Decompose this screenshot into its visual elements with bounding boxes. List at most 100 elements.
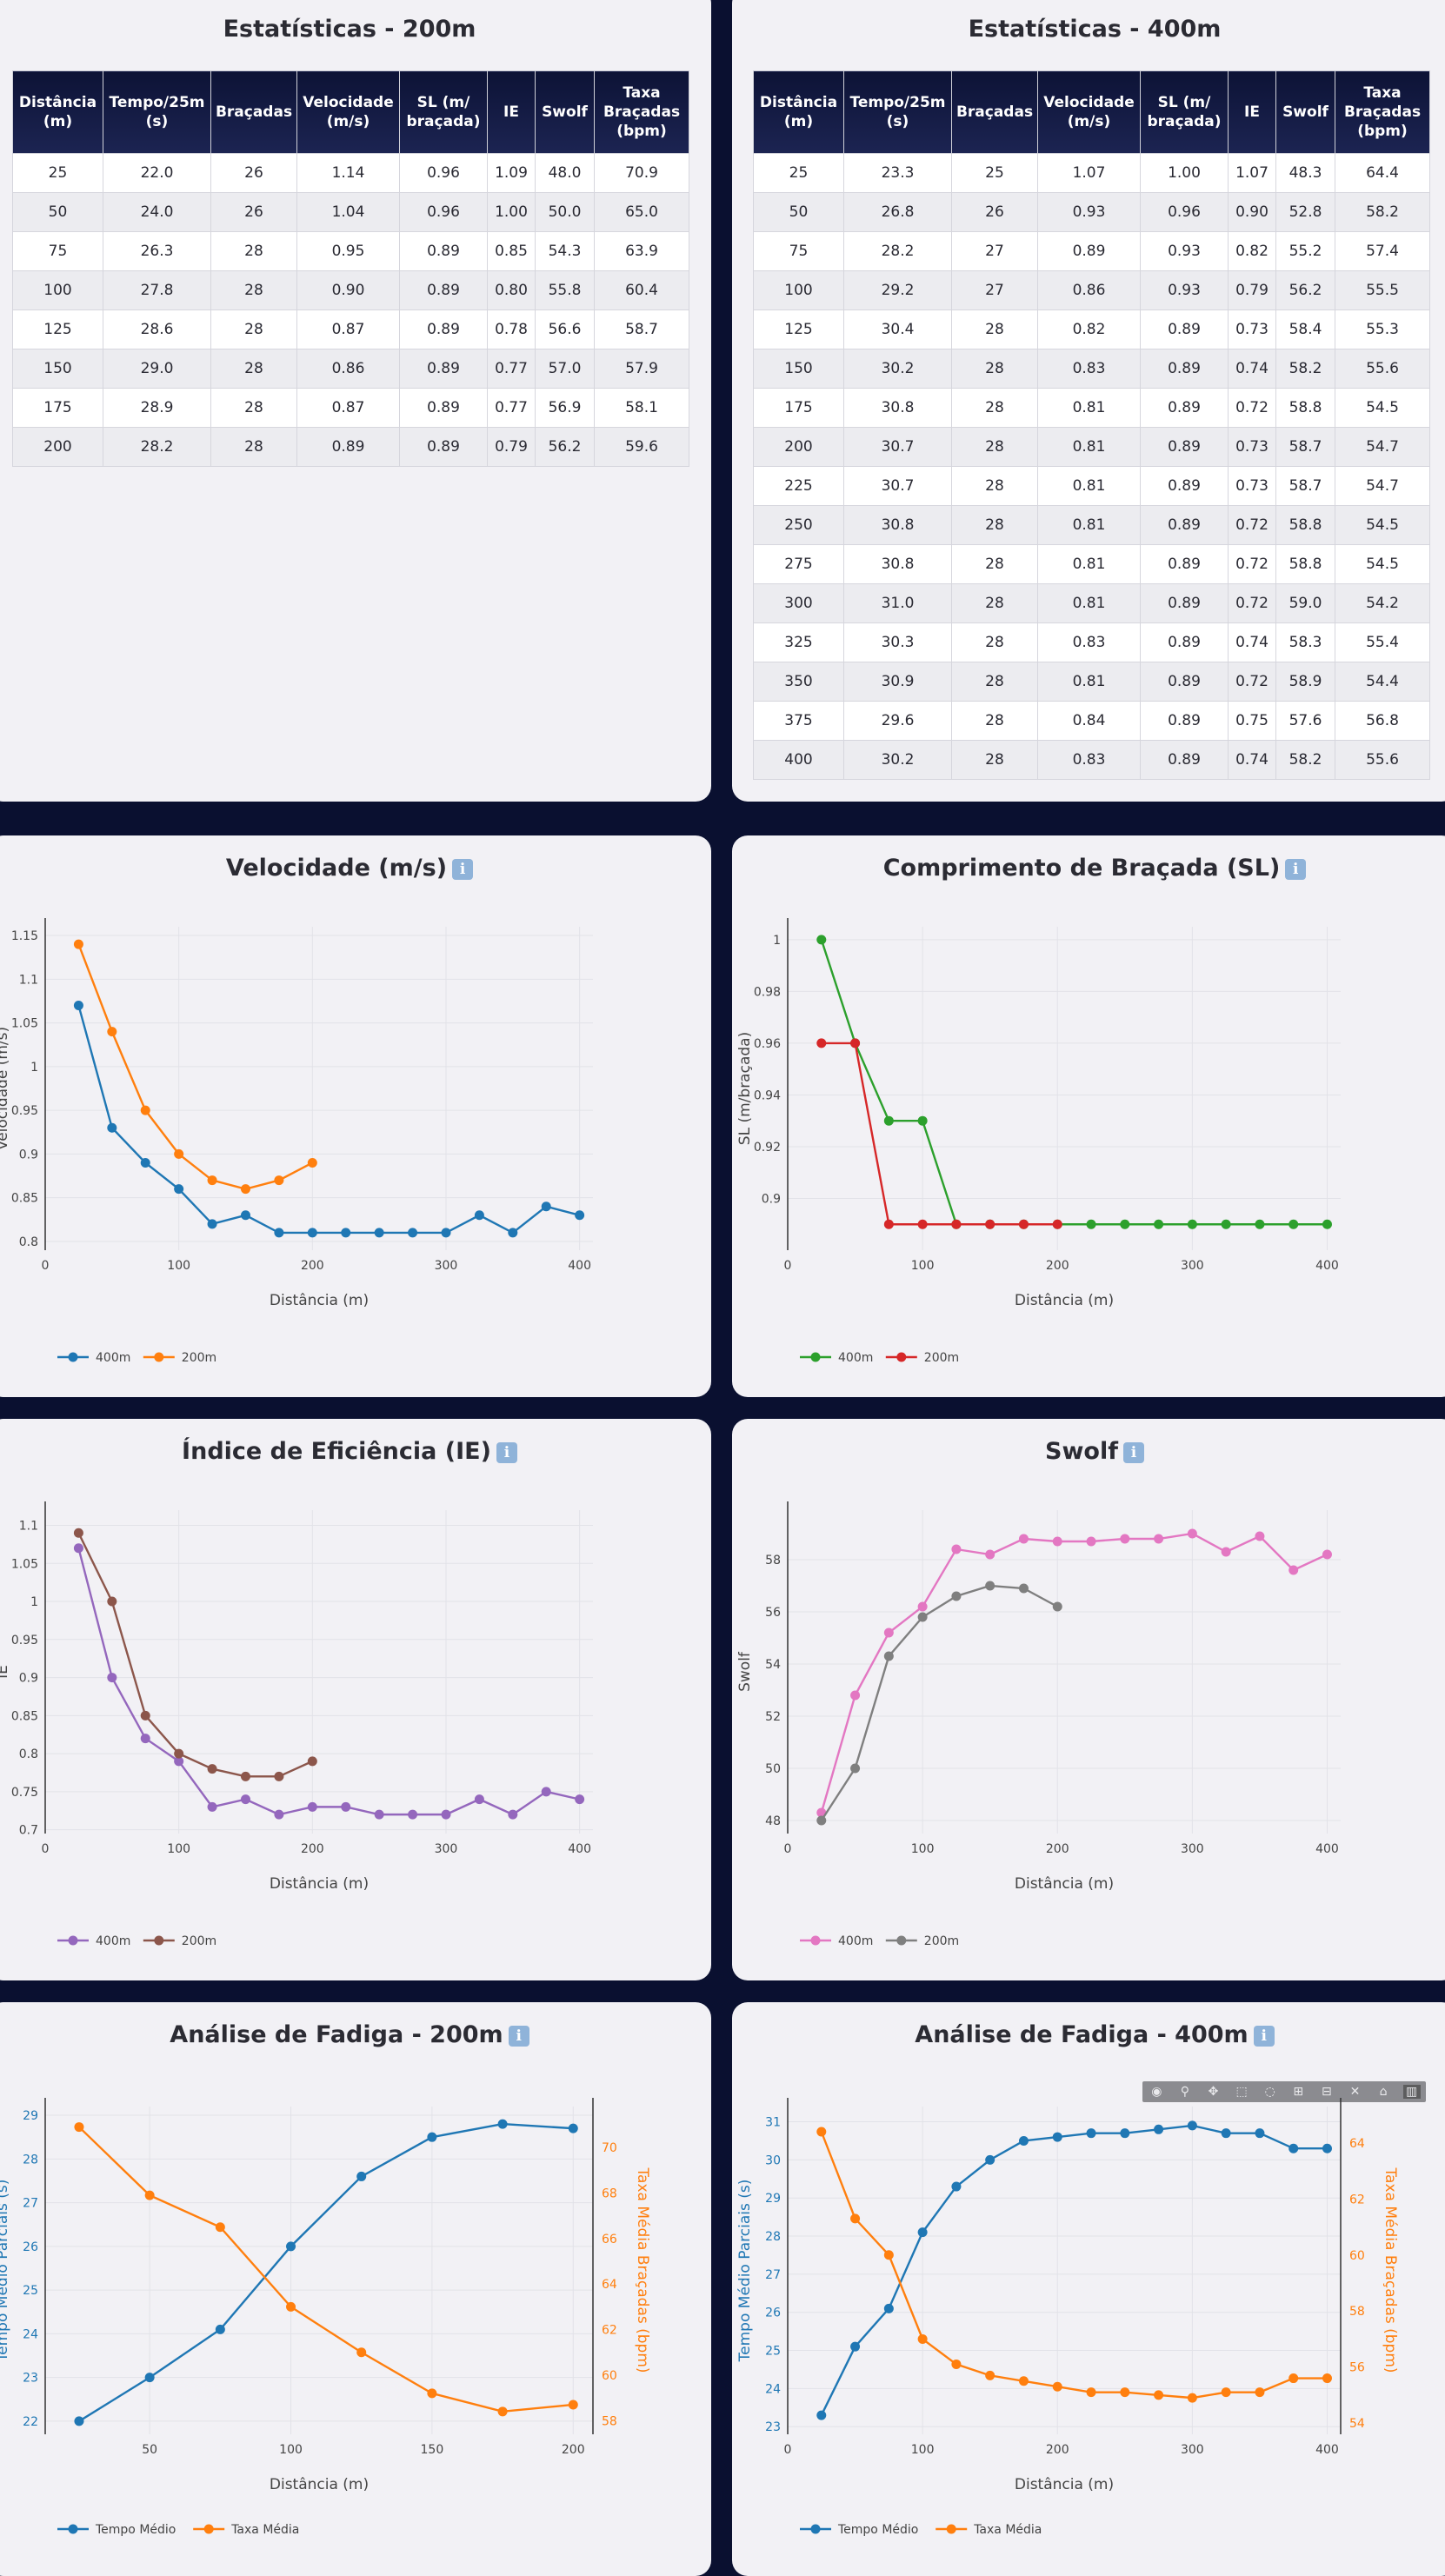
y-tick-label: 1 — [30, 1595, 38, 1609]
table-row: 175 28.9 28 0.87 0.89 0.77 56.9 58.1 — [12, 388, 689, 428]
x-tick-label: 400 — [1315, 1842, 1339, 1856]
data-point — [917, 1219, 928, 1229]
table-cell: 55.8 — [535, 270, 595, 310]
table-cell: 28 — [951, 466, 1038, 506]
chart-modebar: ◉ ⚲ ✥ ⬚ ◌ ⊞ ⊟ ✕ ⌂ ▥ — [1142, 2081, 1426, 2102]
lasso-icon[interactable]: ◌ — [1264, 2085, 1275, 2099]
y-tick-label: 50 — [765, 1762, 781, 1776]
ie-chart[interactable]: 0 100 200 300 400 0.7 0.75 0.8 0.85 0.9 0.95 1 1.05 1… — [0, 1419, 711, 1980]
table-cell: 0.89 — [1140, 466, 1229, 506]
velocidade-chart[interactable]: 0 100 200 300 400 0.8 0.85 0.9 0.95 1 1.05 1.1 1.15 D… — [0, 835, 711, 1397]
info-icon[interactable]: ℹ — [452, 858, 474, 880]
table-cell: 48.3 — [1275, 153, 1335, 193]
y-tick-label: 22 — [23, 2415, 38, 2429]
data-point — [1322, 1219, 1332, 1229]
legend-swatch-marker — [154, 1935, 164, 1946]
table-cell: 28 — [951, 310, 1038, 349]
table-row: 100 27.8 28 0.90 0.89 0.80 55.8 60.4 — [12, 270, 689, 310]
data-point — [73, 939, 83, 949]
table-cell: 0.81 — [1037, 662, 1141, 702]
y-tick-label: 0.92 — [754, 1141, 781, 1155]
info-icon[interactable]: ℹ — [508, 2025, 529, 2047]
info-icon[interactable]: ℹ — [1285, 858, 1307, 880]
table-cell: 26 — [210, 192, 297, 232]
table-cell: 28 — [951, 427, 1038, 467]
data-point — [850, 2341, 861, 2352]
camera-icon[interactable]: ◉ — [1151, 2085, 1162, 2099]
y-right-tick-label: 60 — [1349, 2249, 1365, 2263]
plotly-logo-icon[interactable]: ▥ — [1402, 2085, 1421, 2099]
zoom-in-icon[interactable]: ⊞ — [1293, 2085, 1304, 2099]
table-cell: 175 — [753, 388, 844, 428]
data-point — [408, 1809, 418, 1820]
table-cell: 58.8 — [1275, 544, 1335, 584]
data-point — [374, 1809, 384, 1820]
fadiga-200-chart[interactable]: 50 100 150 200 22 23 24 25 26 27 28 29 58 60 62 64 66 68 7… — [0, 2002, 711, 2576]
table-cell: 23.3 — [843, 153, 952, 193]
x-tick-label: 200 — [562, 2443, 585, 2457]
info-icon[interactable]: ℹ — [1253, 2025, 1275, 2047]
y-tick-label: 48 — [765, 1814, 781, 1828]
data-point — [1187, 1219, 1197, 1229]
data-point — [441, 1809, 451, 1820]
series-line — [78, 2126, 574, 2413]
y-tick-label: 1.05 — [11, 1017, 38, 1031]
series-line — [77, 1005, 580, 1235]
table-cell: 29.0 — [103, 349, 211, 389]
sl-chart[interactable]: 0 100 200 300 400 0.9 0.92 0.94 0.96 0.98 1 Distânc… — [732, 835, 1445, 1397]
y-tick-label: 23 — [23, 2372, 38, 2386]
data-point — [140, 1105, 150, 1115]
zoom-out-icon[interactable]: ⊟ — [1321, 2085, 1332, 2099]
table-cell: 0.85 — [487, 231, 536, 271]
data-point — [883, 1219, 894, 1229]
info-icon[interactable]: ℹ — [1122, 1441, 1144, 1463]
series-line — [78, 2122, 574, 2422]
fadiga-400-chart[interactable]: 0 100 200 300 400 23 24 25 26 27 28 29 30 31 54 56 58 60 6… — [732, 2002, 1445, 2576]
box-select-icon[interactable]: ⬚ — [1235, 2085, 1248, 2099]
x-tick-label: 400 — [568, 1842, 591, 1856]
table-cell: 28 — [210, 427, 297, 467]
table-cell: 56.9 — [535, 388, 595, 428]
table-cell: 250 — [753, 505, 844, 545]
table-cell: 75 — [753, 231, 844, 271]
table-cell: 325 — [753, 622, 844, 662]
x-tick-label: 0 — [784, 1842, 792, 1856]
swolf-chart[interactable]: 0 100 200 300 400 48 50 52 54 56 58 Distância (m) Sw… — [732, 1419, 1445, 1980]
data-point — [1086, 1219, 1096, 1229]
autoscale-icon[interactable]: ✕ — [1349, 2085, 1361, 2099]
data-point — [850, 1038, 861, 1048]
column-header: Velocidade (m/s) — [296, 70, 400, 154]
y-tick-label: 54 — [765, 1658, 781, 1672]
y-tick-label: 1 — [773, 934, 781, 948]
x-tick-label: 100 — [911, 2443, 935, 2457]
table-cell: 27 — [951, 270, 1038, 310]
table-cell: 58.2 — [1275, 740, 1335, 780]
data-point — [307, 1801, 317, 1812]
data-point — [917, 1115, 928, 1126]
column-header: Distância (m) — [753, 70, 844, 154]
y-axis-label: SL (m/braçada) — [736, 1032, 754, 1145]
table-row: 100 29.2 27 0.86 0.93 0.79 56.2 55.5 — [753, 270, 1430, 310]
column-header: Tempo/25m (s) — [843, 70, 952, 154]
table-cell: 0.73 — [1228, 466, 1276, 506]
data-point — [240, 1184, 250, 1195]
home-icon[interactable]: ⌂ — [1379, 2085, 1388, 2099]
table-cell: 65.0 — [594, 192, 689, 232]
data-point — [144, 2190, 155, 2200]
legend-entry: 200m — [924, 1934, 959, 1948]
table-cell: 56.2 — [1275, 270, 1335, 310]
info-icon[interactable]: ℹ — [496, 1441, 517, 1463]
data-point — [286, 2301, 296, 2312]
pan-icon[interactable]: ✥ — [1208, 2085, 1219, 2099]
data-point — [240, 1771, 250, 1781]
zoom-icon[interactable]: ⚲ — [1180, 2085, 1190, 2099]
x-tick-label: 0 — [784, 2443, 792, 2457]
table-cell: 1.00 — [1140, 153, 1229, 193]
data-point — [174, 1184, 184, 1195]
table-cell: 0.89 — [1140, 583, 1229, 623]
table-row: 150 29.0 28 0.86 0.89 0.77 57.0 57.9 — [12, 349, 689, 389]
table-cell: 55.2 — [1275, 231, 1335, 271]
table-cell: 54.5 — [1335, 544, 1430, 584]
table-cell: 25 — [12, 153, 103, 193]
table-cell: 56.8 — [1335, 701, 1430, 741]
